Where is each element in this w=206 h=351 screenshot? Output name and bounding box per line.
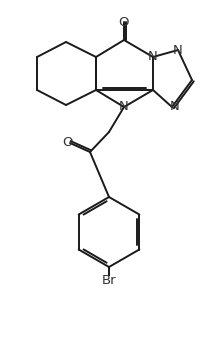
Text: N: N bbox=[169, 100, 179, 113]
Text: Br: Br bbox=[101, 273, 116, 286]
Text: N: N bbox=[147, 51, 157, 64]
Text: O: O bbox=[118, 15, 129, 28]
Text: N: N bbox=[118, 100, 128, 113]
Text: N: N bbox=[172, 44, 182, 57]
Text: O: O bbox=[62, 137, 73, 150]
